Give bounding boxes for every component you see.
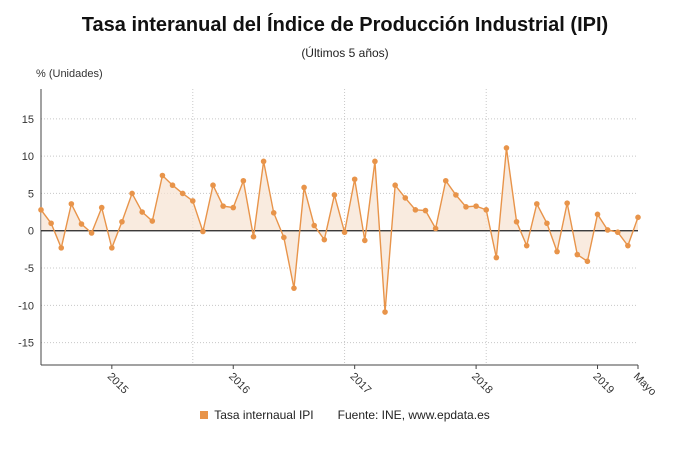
data-point	[372, 158, 378, 165]
data-point	[119, 218, 125, 225]
data-point	[200, 228, 206, 235]
legend: Tasa internaual IPI Fuente: INE, www.epda…	[0, 408, 690, 422]
data-point	[584, 258, 591, 265]
data-point	[432, 225, 439, 232]
y-tick-label: 10	[22, 151, 34, 163]
data-point	[513, 218, 520, 225]
data-point	[534, 201, 540, 207]
data-point	[635, 214, 641, 221]
y-tick-label: -5	[24, 263, 34, 275]
data-point	[625, 242, 631, 249]
data-point	[604, 227, 611, 233]
chart-subtitle: (Últimos 5 años)	[301, 46, 389, 60]
data-point	[240, 177, 247, 184]
data-point	[179, 190, 186, 197]
data-point	[88, 230, 95, 236]
y-tick-label: 5	[28, 188, 34, 200]
data-point	[78, 221, 85, 227]
data-point	[382, 309, 388, 315]
x-tick-label: 2018	[469, 371, 495, 397]
data-point	[210, 182, 216, 189]
data-point	[493, 254, 500, 261]
data-point	[129, 190, 135, 197]
data-point	[392, 182, 398, 189]
data-point	[473, 203, 479, 209]
x-tick-label: Mayo	[631, 371, 659, 399]
chart-title: Tasa interanual del Índice de Producción…	[81, 14, 609, 36]
data-point	[220, 203, 226, 209]
data-point	[402, 195, 409, 201]
data-point	[351, 176, 358, 183]
data-point	[564, 200, 570, 206]
data-point	[109, 245, 115, 251]
series-line	[40, 147, 639, 313]
data-point	[38, 207, 44, 213]
data-point	[453, 192, 459, 198]
legend-series-label: Tasa internaual IPI	[214, 408, 314, 422]
data-point	[230, 204, 237, 211]
data-point	[281, 234, 287, 241]
data-point	[554, 248, 560, 255]
data-point	[189, 198, 196, 204]
data-point	[503, 145, 510, 151]
series-area	[41, 147, 638, 313]
data-point	[250, 233, 257, 240]
data-point	[341, 229, 348, 236]
x-tick-label: 2019	[590, 371, 616, 397]
data-point	[422, 207, 429, 214]
data-point	[442, 177, 449, 184]
data-point	[260, 158, 267, 165]
data-point	[270, 210, 277, 216]
data-point	[412, 207, 419, 213]
data-point	[361, 237, 368, 244]
data-point	[58, 245, 65, 251]
data-point	[311, 222, 318, 229]
source-note: Fuente: INE, www.epdata.es	[337, 408, 490, 422]
y-tick-label: -10	[18, 300, 34, 312]
data-point	[98, 204, 105, 211]
data-point	[523, 242, 530, 249]
data-point	[68, 201, 75, 207]
data-point	[149, 218, 156, 224]
x-tick-label: 2016	[226, 371, 252, 397]
legend-swatch	[200, 411, 209, 419]
data-point	[159, 172, 166, 179]
data-point	[574, 251, 581, 258]
data-point	[169, 182, 176, 189]
data-point	[544, 220, 550, 227]
data-point	[483, 207, 490, 213]
data-point	[321, 236, 328, 243]
y-axis-label: % (Unidades)	[36, 68, 103, 80]
data-point	[594, 211, 601, 218]
data-point	[139, 209, 145, 215]
y-tick-label: -15	[18, 338, 34, 350]
data-point	[301, 184, 307, 191]
x-tick-label: 2017	[348, 371, 374, 397]
data-point	[614, 229, 621, 236]
data-point	[48, 220, 54, 227]
data-point	[463, 204, 469, 210]
data-point	[291, 285, 297, 291]
y-tick-label: 0	[28, 226, 34, 238]
data-point	[331, 192, 338, 198]
y-tick-label: 15	[22, 114, 34, 126]
x-tick-label: 2015	[105, 371, 131, 397]
line-chart: 15 10 5 0 -5 -10 -15 2015 2016 2017 2018 2019 Mayo	[18, 89, 659, 399]
